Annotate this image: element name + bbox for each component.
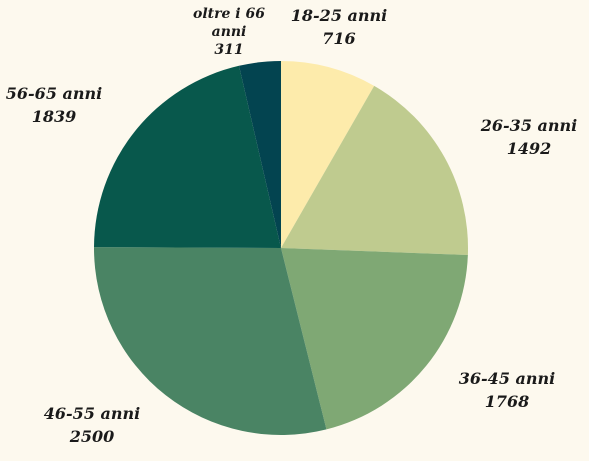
slice-label-oltre-66-value: 311	[214, 42, 244, 59]
slice-label-36-45-value: 1768	[484, 391, 530, 411]
slice-label-18-25-value: 716	[322, 28, 356, 48]
slice-label-26-35-value: 1492	[506, 138, 552, 158]
slice-label-56-65: 56-65 anni 1839	[6, 84, 102, 128]
slice-label-26-35: 26-35 anni 1492	[481, 116, 577, 160]
slice-label-26-35-name: 26-35 anni	[480, 116, 578, 135]
slice-label-56-65-value: 1839	[31, 106, 77, 126]
slice-label-18-25: 18-25 anni 716	[291, 6, 387, 50]
pie-slice-oltre-i-66-anni	[239, 61, 281, 248]
slice-label-56-65-name: 56-65 anni	[5, 84, 103, 103]
slice-label-46-55-value: 2500	[69, 426, 115, 446]
pie-slice-46-55-anni	[93, 247, 327, 435]
slice-label-46-55: 46-55 anni 2500	[44, 404, 140, 448]
slice-label-oltre-66: oltre i 66 anni 311	[181, 5, 277, 60]
slice-label-36-45: 36-45 anni 1768	[459, 369, 555, 413]
slice-label-18-25-name: 18-25 anni	[290, 6, 388, 25]
slice-label-36-45-name: 36-45 anni	[458, 369, 556, 388]
pie-slice-56-65-anni	[94, 65, 281, 248]
slice-label-oltre-66-name: oltre i 66 anni	[193, 6, 265, 41]
pie-slice-36-45-anni	[281, 248, 468, 430]
pie-slice-26-35-anni	[281, 85, 469, 256]
slice-label-46-55-name: 46-55 anni	[43, 404, 141, 423]
pie-slice-18-25-anni	[281, 61, 375, 248]
